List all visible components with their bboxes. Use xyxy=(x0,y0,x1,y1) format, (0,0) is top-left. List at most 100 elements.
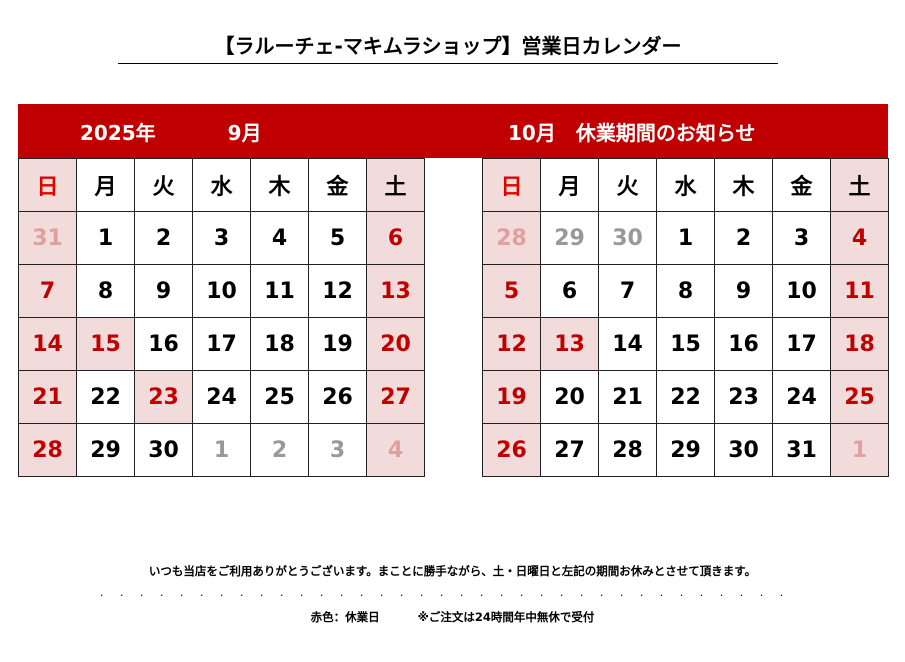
weekday-label: 火 xyxy=(598,158,657,212)
calendar-banner xyxy=(18,104,888,158)
week-row: 5 6 7 8 9 10 11 xyxy=(482,264,889,318)
day-cell: 21 xyxy=(598,370,657,424)
weekday-label: 木 xyxy=(250,158,309,212)
day-cell: 31 xyxy=(772,423,831,477)
day-cell: 3 xyxy=(772,211,831,265)
weekday-label: 金 xyxy=(772,158,831,212)
day-cell: 10 xyxy=(772,264,831,318)
weekday-row: 日月火水木金土 xyxy=(482,158,889,212)
day-cell: 16 xyxy=(714,317,773,371)
header-month: 9月 xyxy=(227,120,262,145)
week-row: 28 29 30 1 2 3 4 xyxy=(18,423,425,477)
day-cell: 22 xyxy=(76,370,135,424)
day-cell: 25 xyxy=(830,370,889,424)
header-year: 2025年 xyxy=(80,120,156,145)
day-cell: 9 xyxy=(134,264,193,318)
weekday-label: 日 xyxy=(482,158,541,212)
calendar-header: 10月 休業期間のお知らせ xyxy=(482,104,889,158)
day-cell: 18 xyxy=(250,317,309,371)
day-cell: 26 xyxy=(308,370,367,424)
day-cell: 24 xyxy=(772,370,831,424)
day-cell: 22 xyxy=(656,370,715,424)
day-cell: 1 xyxy=(76,211,135,265)
day-cell: 8 xyxy=(76,264,135,318)
day-cell: 29 xyxy=(656,423,715,477)
day-cell: 23 xyxy=(714,370,773,424)
day-cell: 15 xyxy=(76,317,135,371)
calendar-september: 2025年 9月 日月火水木金土 31 1 2 3 4 5 6 7 8 9 10 11 12 13 14 15 1… xyxy=(18,104,425,477)
day-cell: 11 xyxy=(250,264,309,318)
day-cell: 12 xyxy=(308,264,367,318)
day-cell: 24 xyxy=(192,370,251,424)
week-row: 21 22 23 24 25 26 27 xyxy=(18,370,425,424)
weekday-label: 月 xyxy=(540,158,599,212)
day-cell: 30 xyxy=(134,423,193,477)
week-row: 28 29 30 1 2 3 4 xyxy=(482,211,889,265)
weekday-label: 月 xyxy=(76,158,135,212)
day-cell: 3 xyxy=(308,423,367,477)
day-cell: 2 xyxy=(250,423,309,477)
day-cell: 6 xyxy=(540,264,599,318)
weekday-label: 日 xyxy=(18,158,77,212)
footer-message: いつも当店をご利用ありがとうございます。まことに勝手ながら、土・日曜日と左記の期… xyxy=(148,564,757,578)
day-cell: 28 xyxy=(482,211,541,265)
week-row: 26 27 28 29 30 31 1 xyxy=(482,423,889,477)
day-cell: 27 xyxy=(366,370,425,424)
day-cell: 1 xyxy=(830,423,889,477)
day-cell: 5 xyxy=(308,211,367,265)
day-cell: 4 xyxy=(830,211,889,265)
day-cell: 23 xyxy=(134,370,193,424)
day-cell: 20 xyxy=(366,317,425,371)
calendar-october: 10月 休業期間のお知らせ 日月火水木金土 28 29 30 1 2 3 4 5 6 7 8 9 10 11… xyxy=(482,104,889,477)
day-cell: 19 xyxy=(482,370,541,424)
day-cell: 6 xyxy=(366,211,425,265)
day-cell: 28 xyxy=(598,423,657,477)
week-row: 19 20 21 22 23 24 25 xyxy=(482,370,889,424)
order-note: ※ご注文は24時間年中無休で受付 xyxy=(417,610,595,624)
day-cell: 28 xyxy=(18,423,77,477)
day-cell: 30 xyxy=(598,211,657,265)
day-cell: 9 xyxy=(714,264,773,318)
weekday-label: 土 xyxy=(366,158,425,212)
footer-legend: 赤色：休業日 ※ご注文は24時間年中無休で受付 xyxy=(0,609,905,625)
dotted-divider: . . . . . . . . . . . . . . . . . . . . … xyxy=(100,586,800,599)
day-cell: 11 xyxy=(830,264,889,318)
day-cell: 16 xyxy=(134,317,193,371)
week-row: 12 13 14 15 16 17 18 xyxy=(482,317,889,371)
week-row: 7 8 9 10 11 12 13 xyxy=(18,264,425,318)
weekday-label: 水 xyxy=(192,158,251,212)
legend-holiday: 赤色：休業日 xyxy=(310,610,380,624)
day-cell: 13 xyxy=(366,264,425,318)
day-cell: 25 xyxy=(250,370,309,424)
day-cell: 17 xyxy=(772,317,831,371)
day-cell: 18 xyxy=(830,317,889,371)
day-cell: 30 xyxy=(714,423,773,477)
day-cell: 29 xyxy=(540,211,599,265)
day-cell: 21 xyxy=(18,370,77,424)
week-row: 14 15 16 17 18 19 20 xyxy=(18,317,425,371)
day-cell: 31 xyxy=(18,211,77,265)
weekday-row: 日月火水木金土 xyxy=(18,158,425,212)
weekday-label: 火 xyxy=(134,158,193,212)
day-cell: 17 xyxy=(192,317,251,371)
day-cell: 2 xyxy=(134,211,193,265)
day-cell: 7 xyxy=(18,264,77,318)
weekday-label: 金 xyxy=(308,158,367,212)
page-title: 【ラルーチェ-マキムラショップ】営業日カレンダー xyxy=(118,30,778,64)
week-row: 31 1 2 3 4 5 6 xyxy=(18,211,425,265)
day-cell: 4 xyxy=(250,211,309,265)
weekday-label: 水 xyxy=(656,158,715,212)
weekday-label: 木 xyxy=(714,158,773,212)
day-cell: 7 xyxy=(598,264,657,318)
day-cell: 14 xyxy=(598,317,657,371)
day-cell: 26 xyxy=(482,423,541,477)
day-cell: 14 xyxy=(18,317,77,371)
day-cell: 4 xyxy=(366,423,425,477)
day-cell: 1 xyxy=(192,423,251,477)
calendar-header: 2025年 9月 xyxy=(18,104,425,158)
day-cell: 8 xyxy=(656,264,715,318)
day-cell: 19 xyxy=(308,317,367,371)
day-cell: 13 xyxy=(540,317,599,371)
day-cell: 12 xyxy=(482,317,541,371)
weekday-label: 土 xyxy=(830,158,889,212)
